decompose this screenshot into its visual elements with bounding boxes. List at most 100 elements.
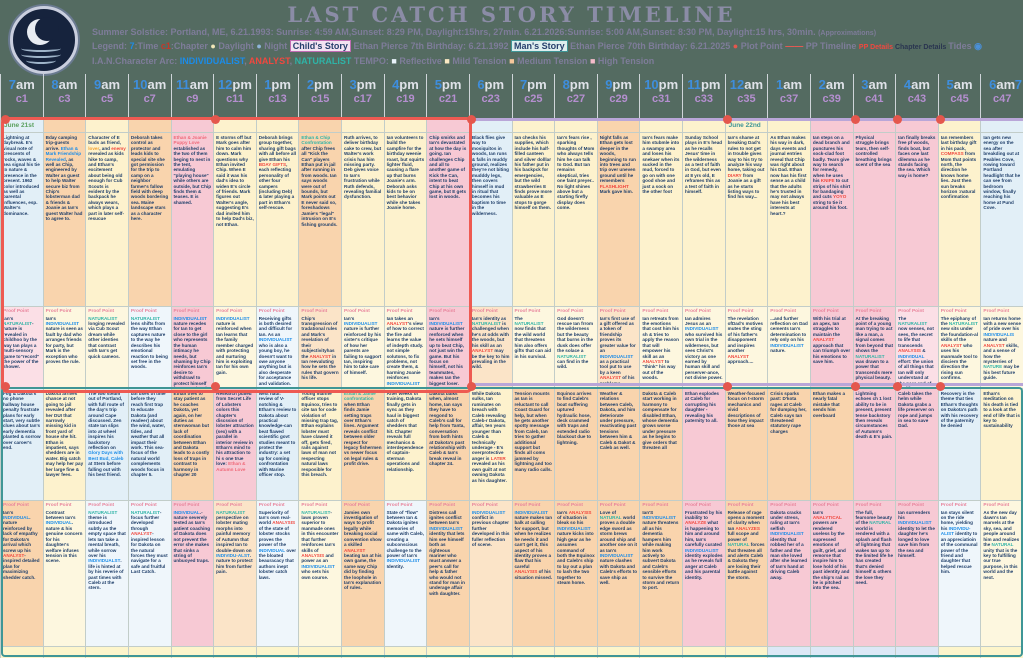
date-label bbox=[597, 120, 640, 132]
wave-icon bbox=[26, 57, 56, 64]
chapter-label: c25 bbox=[524, 93, 543, 105]
proof-point-label: Proof Point bbox=[983, 503, 1010, 508]
proof-point-text: God doesn't rescue Ian frrom the wildern… bbox=[557, 315, 594, 370]
proof-point-cell: Proof Point Ian's INDIVIDUALIST nature is… bbox=[342, 306, 384, 388]
proof-point-label: Proof Point bbox=[812, 309, 839, 314]
legend-segment: —— bbox=[785, 41, 806, 51]
timeline-column-c5: Character of E buds as friend, lover, an… bbox=[85, 120, 128, 658]
proof-point-text: INDIVIDUALIST nature recedes for Ian to … bbox=[173, 315, 211, 388]
proof-point-cell: Proof Point The epiphany of the NATURALIS… bbox=[938, 306, 981, 388]
legend-segment: Tides bbox=[948, 41, 975, 51]
time-label: 2am bbox=[811, 77, 853, 92]
page-title: LAST CATCH STORY TIMELINE bbox=[287, 2, 736, 27]
proof-point-cell: Proof Point Frustrated by his inability t… bbox=[683, 500, 725, 646]
scene-cell: Lightning at daybreak. E's visual note o… bbox=[1, 132, 43, 306]
scene-cell: Ethan tries to stay patient as he coache… bbox=[171, 388, 214, 500]
chapter-label: c41 bbox=[865, 93, 884, 105]
proof-point-text: Dakota cracks under stress, raling at Ia… bbox=[770, 509, 808, 580]
proof-point-label: Proof Point bbox=[3, 503, 29, 508]
timeline-column-c47: Ian gets new energy on the sea after bre… bbox=[980, 120, 1023, 658]
chapter-label: c45 bbox=[950, 93, 969, 105]
timeline-column-c19: Ian volunteers to build the campfire for… bbox=[383, 120, 427, 658]
moon-shadow bbox=[35, 17, 59, 41]
footer-cell bbox=[86, 646, 128, 658]
proof-point-text: The NATURALIST now finds that the wild w… bbox=[514, 315, 552, 359]
scene-cell: Ian finally breaks free pf woods, finds … bbox=[896, 132, 938, 306]
proof-point-label: Proof Point bbox=[514, 503, 541, 508]
proof-point-label: Proof Point bbox=[940, 503, 967, 508]
scene-cell: Ethan explodes at Caleb for corrupting h… bbox=[683, 388, 725, 500]
legend-segment: Ethan Pierce 7th Birthday: 6.21.1992 bbox=[350, 41, 512, 51]
date-label bbox=[214, 120, 256, 132]
scene-cell: The two steam out of Portland, with full… bbox=[86, 388, 128, 500]
scene-cell: Night falls as Ethan gets lost deeper in… bbox=[597, 132, 640, 306]
timeline-column-c29: Night falls as Ethan gets lost deeper in… bbox=[596, 120, 640, 658]
time-hour: 2 bbox=[818, 77, 826, 92]
timeline-column-c17: Ruth arrives, to deliver birthday cake t… bbox=[341, 120, 384, 658]
date-label: June 22nd bbox=[725, 120, 768, 132]
proof-point-cell: Proof Point Ian's INDIVIDUALIST nature is… bbox=[427, 306, 469, 388]
proof-point-text: Jamies own investigation of ways to prof… bbox=[344, 509, 382, 591]
proof-point-cell: Proof Point Jamies own investigation of w… bbox=[342, 500, 384, 646]
proof-point-text: The epiphany of the NATURALIST new sits … bbox=[940, 315, 979, 381]
scene-cell: Crisis sparks past: D'kota rages at Cale… bbox=[768, 388, 810, 500]
time-suffix: pm bbox=[484, 77, 505, 92]
proof-point-label: Proof Point bbox=[898, 309, 924, 314]
proof-point-cell: Proof Point The NATURALIST now senses, no… bbox=[896, 306, 938, 388]
proof-point-cell: Proof Point With his trial at an apex, Ia… bbox=[810, 306, 853, 388]
proof-point-cell: Proof Point Release of rage opens a momen… bbox=[725, 500, 768, 646]
column-header-c7: 10am c7 bbox=[127, 74, 171, 120]
scene-cell: Chip smirks and Ian's devastated at how … bbox=[427, 132, 469, 306]
scene-cell: Tension mounts as Ian is reluctant to ca… bbox=[512, 388, 555, 500]
time-hour: 7 bbox=[8, 77, 17, 92]
time-label: 6pm bbox=[470, 77, 512, 92]
legend-segment: ● bbox=[732, 41, 741, 51]
timeline-column-c3: Bday camping trip-guests arrive. Ethan &… bbox=[42, 120, 86, 658]
proof-point-text: INDIVIDUALIST nature is reinforced when … bbox=[216, 315, 254, 375]
proof-point-text: The full, fearsome beauty of the NATURAL… bbox=[855, 509, 894, 585]
proof-point-label: Proof Point bbox=[386, 309, 413, 314]
proof-point-cell: Proof Point Superiority of Ian's own real… bbox=[256, 500, 299, 646]
proof-point-label: Proof Point bbox=[344, 503, 370, 508]
column-header-c17: 3pm c17 bbox=[341, 74, 384, 120]
chapter-label: c31 bbox=[652, 93, 671, 105]
time-label: 8pm bbox=[555, 77, 597, 92]
proof-point-text: Ian stays silent on the ride home, yield… bbox=[940, 509, 978, 575]
timeline-column-c31: Ian's fears make him stubmle into a swam… bbox=[639, 120, 682, 658]
proof-point-label: Proof Point bbox=[898, 503, 924, 508]
proof-point-cell: Proof Point Ian takes an ANALYST's view o… bbox=[384, 306, 427, 388]
time-label: 7pm bbox=[513, 77, 555, 92]
scene-cell: Caleb takes the helm while Dakota grabs … bbox=[896, 388, 938, 500]
scene-cell: After weeks of training, Dakota finally … bbox=[384, 388, 427, 500]
footer-cell bbox=[43, 646, 86, 658]
timeline-column-c25: Ian checks his supplies, which include h… bbox=[511, 120, 555, 658]
chapter-label: c5 bbox=[100, 93, 114, 105]
footer-cell bbox=[342, 646, 384, 658]
proof-point-cell: Proof Point Ian surrenders his INDIVIDUAL… bbox=[896, 500, 938, 646]
proof-point-text: Release of rage opens a moment of clarit… bbox=[727, 509, 765, 580]
time-hour: 11 bbox=[176, 77, 190, 92]
proof-point-cell: Proof Point The revelation ofDad's motive… bbox=[725, 306, 768, 388]
column-header-c13: 1pm c13 bbox=[255, 74, 299, 120]
chapter-label: c17 bbox=[353, 93, 372, 105]
legend-segment: :Chapter bbox=[170, 41, 211, 51]
legend-segment: High Tension bbox=[597, 56, 655, 66]
timeline-column-c43: Ian finally breaks free pf woods, finds … bbox=[895, 120, 938, 658]
proof-point-label: Proof Point bbox=[557, 503, 583, 508]
proof-point-cell: Proof Point God doesn't rescue Ian frrom … bbox=[555, 306, 597, 388]
column-header-c27: 8pm c27 bbox=[554, 74, 597, 120]
scene-cell: E storms off but Mark goes after him to … bbox=[214, 132, 256, 306]
scene-cell: Equinox arrives to find Caleb's boat suf… bbox=[555, 388, 597, 500]
proof-point-cell: Proof Point Ian's NATURALIST-nature is re… bbox=[1, 306, 43, 388]
proof-point-cell: Proof Point Ian returns home with a new s… bbox=[981, 306, 1023, 388]
scene-cell: Dakota balks when, almost home, Ian says… bbox=[427, 388, 469, 500]
time-hour: 9 bbox=[94, 77, 102, 92]
proof-point-text: INDIVIDUALIST nature makes Ian balk at c… bbox=[514, 509, 553, 580]
proof-point-label: Proof Point bbox=[301, 503, 328, 508]
column-header-c9: 11am c9 bbox=[170, 74, 214, 120]
footer-cell bbox=[597, 646, 640, 658]
time-hour: 11 bbox=[687, 77, 701, 92]
time-label: 3am bbox=[854, 77, 896, 92]
footer-cell bbox=[555, 646, 597, 658]
chapter-label: c13 bbox=[268, 93, 287, 105]
